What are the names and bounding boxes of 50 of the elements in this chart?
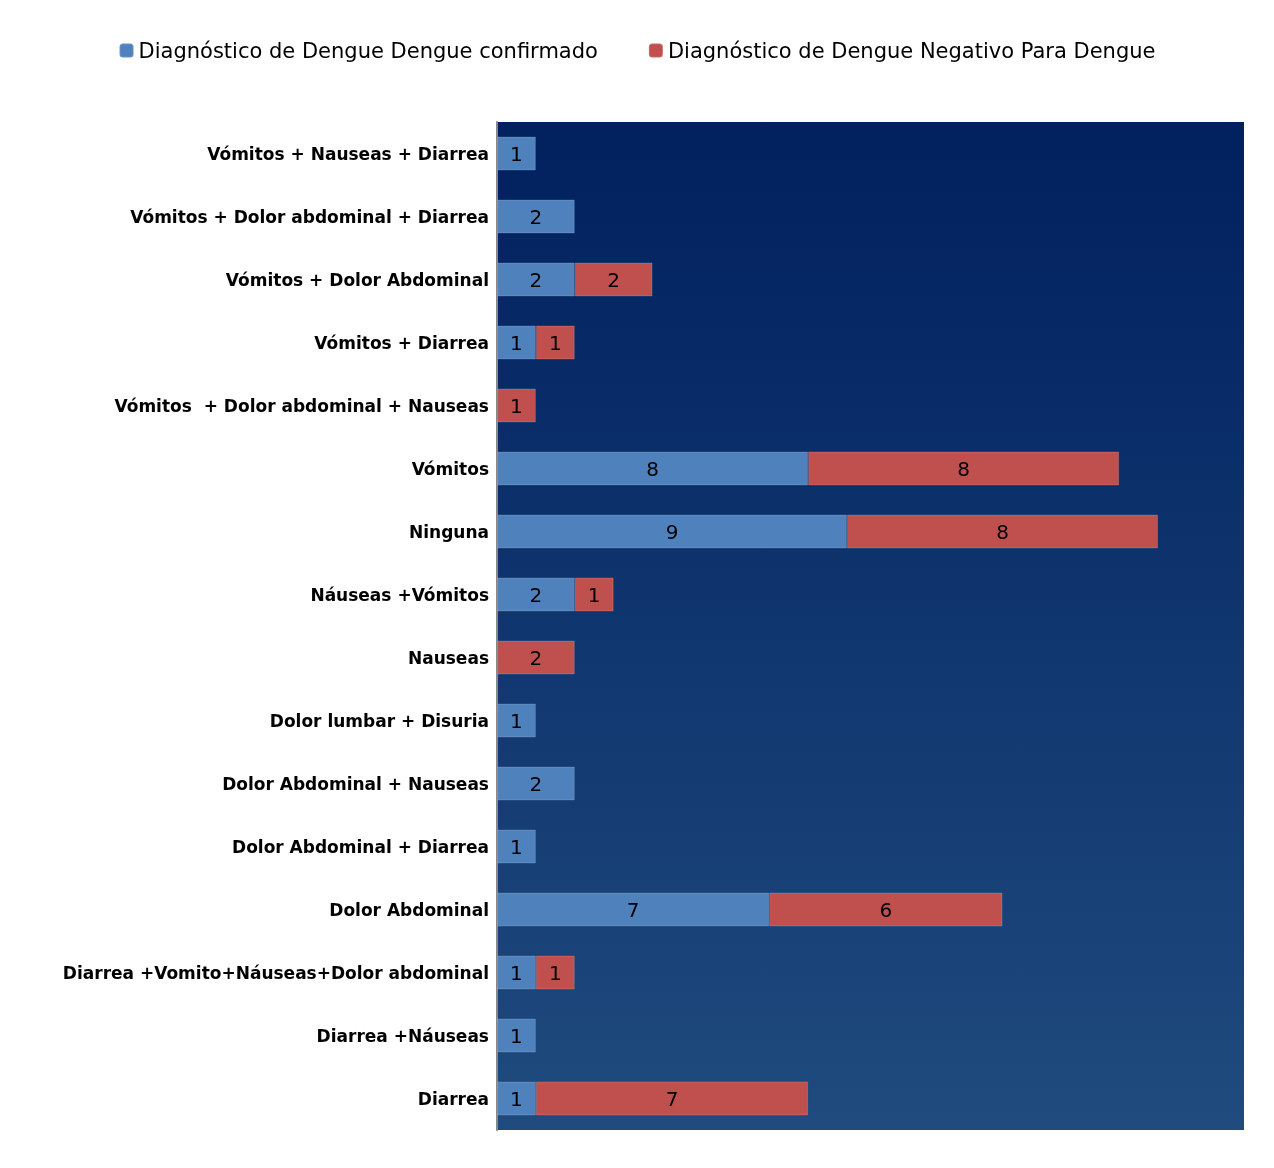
data-label: 1 bbox=[548, 330, 562, 355]
bar bbox=[497, 640, 575, 675]
data-label: 1 bbox=[510, 393, 523, 418]
data-label: 8 bbox=[957, 456, 970, 481]
data-label: 1 bbox=[510, 141, 523, 166]
bar bbox=[497, 199, 575, 234]
y-tick-label: Vómitos + Dolor Abdominal bbox=[225, 269, 489, 290]
y-tick-label: Vómitos + Nauseas + Diarrea bbox=[207, 143, 489, 164]
data-label: 2 bbox=[607, 267, 621, 292]
data-label: 2 bbox=[529, 771, 543, 796]
data-label: 9 bbox=[665, 519, 679, 544]
y-tick-label: Dolor Abdominal + Nauseas bbox=[222, 773, 489, 794]
y-tick-label: Náuseas +Vómitos bbox=[310, 584, 489, 605]
data-label: 8 bbox=[996, 519, 1009, 544]
legend-label: Diagnóstico de Dengue Dengue confirmado bbox=[138, 38, 598, 63]
bar bbox=[497, 829, 536, 864]
data-label: 2 bbox=[529, 204, 543, 229]
data-label: 7 bbox=[665, 1086, 679, 1111]
bar bbox=[497, 1018, 536, 1053]
y-tick-label: Nauseas bbox=[407, 647, 489, 668]
data-label: 8 bbox=[646, 456, 659, 481]
y-tick-label: Vómitos + Diarrea bbox=[314, 332, 489, 353]
y-tick-label: Vómitos + Dolor abdominal + Diarrea bbox=[130, 206, 489, 227]
y-tick-label: Diarrea +Náuseas bbox=[316, 1025, 489, 1046]
data-label: 2 bbox=[529, 582, 543, 607]
bar bbox=[497, 703, 536, 738]
y-tick-label: Ninguna bbox=[408, 521, 489, 542]
data-label: 6 bbox=[879, 897, 893, 922]
y-tick-label: Dolor Abdominal bbox=[329, 899, 489, 920]
data-label: 7 bbox=[626, 897, 640, 922]
data-label: 1 bbox=[510, 1086, 523, 1111]
data-label: 2 bbox=[529, 267, 543, 292]
y-tick-label: Dolor Abdominal + Diarrea bbox=[232, 836, 489, 857]
data-label: 1 bbox=[587, 582, 601, 607]
data-label: 1 bbox=[510, 708, 523, 733]
data-label: 1 bbox=[548, 960, 562, 985]
data-label: 1 bbox=[510, 834, 523, 859]
bar bbox=[497, 388, 536, 423]
data-label: 1 bbox=[510, 330, 523, 355]
bar bbox=[497, 766, 575, 801]
data-label: 1 bbox=[510, 960, 523, 985]
legend-label: Diagnóstico de Dengue Negativo Para Dengue bbox=[667, 38, 1156, 63]
y-tick-label: Vómitos bbox=[411, 458, 489, 479]
y-tick-label: Vómitos + Dolor abdominal + Nauseas bbox=[114, 395, 489, 416]
bar bbox=[497, 136, 536, 171]
y-tick-label: Dolor lumbar + Disuria bbox=[269, 710, 489, 731]
y-tick-label: Diarrea bbox=[417, 1088, 489, 1109]
data-label: 1 bbox=[510, 1023, 523, 1048]
y-tick-label: Diarrea +Vomito+Náuseas+Dolor abdominal bbox=[62, 962, 489, 983]
data-label: 2 bbox=[529, 645, 543, 670]
